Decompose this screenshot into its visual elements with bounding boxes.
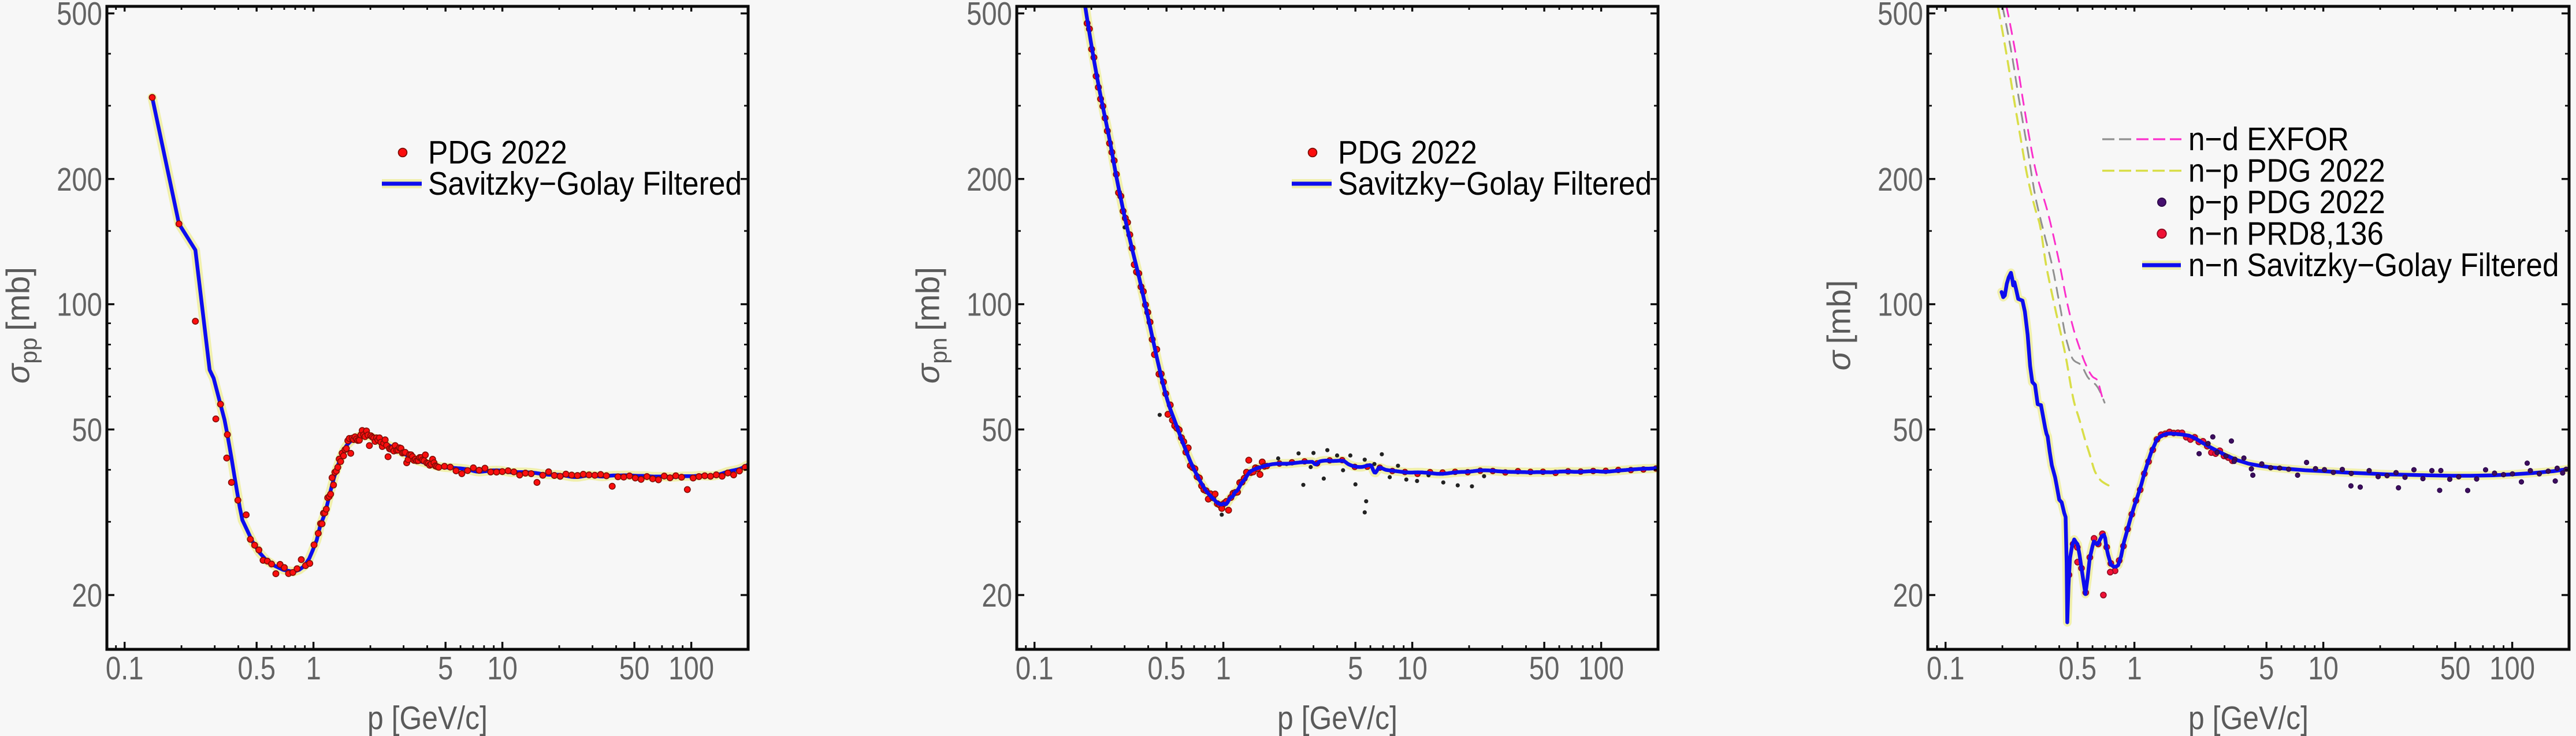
svg-text:PDG 2022: PDG 2022: [428, 134, 567, 171]
svg-text:σpn [mb]: σpn [mb]: [910, 267, 952, 384]
svg-text:100: 100: [1878, 287, 1923, 324]
svg-text:n−d EXFOR: n−d EXFOR: [2188, 121, 2349, 158]
svg-text:p [GeV/c]: p [GeV/c]: [2188, 700, 2309, 736]
svg-text:0.5: 0.5: [237, 650, 276, 687]
svg-text:200: 200: [1878, 162, 1923, 198]
svg-text:p−p PDG 2022: p−p PDG 2022: [2188, 184, 2385, 221]
svg-text:100: 100: [57, 287, 102, 324]
svg-text:200: 200: [57, 162, 102, 198]
svg-text:100: 100: [967, 287, 1012, 324]
svg-text:10: 10: [487, 650, 518, 687]
svg-text:50: 50: [619, 650, 650, 687]
svg-text:100: 100: [1578, 650, 1624, 687]
svg-text:100: 100: [668, 650, 714, 687]
svg-text:20: 20: [982, 578, 1012, 614]
svg-text:Savitzky−Golay Filtered: Savitzky−Golay Filtered: [428, 165, 742, 202]
svg-text:n−p PDG 2022: n−p PDG 2022: [2188, 153, 2385, 189]
svg-text:1: 1: [306, 650, 321, 687]
svg-text:10: 10: [1397, 650, 1428, 687]
svg-text:50: 50: [72, 412, 102, 448]
svg-text:0.5: 0.5: [1147, 650, 1185, 687]
svg-text:p [GeV/c]: p [GeV/c]: [367, 700, 488, 736]
svg-text:n−n Savitzky−Golay Filtered: n−n Savitzky−Golay Filtered: [2188, 247, 2559, 284]
svg-text:5: 5: [1348, 650, 1363, 687]
svg-text:100: 100: [2489, 650, 2535, 687]
svg-text:20: 20: [1893, 578, 1923, 614]
svg-text:5: 5: [438, 650, 453, 687]
svg-text:Savitzky−Golay Filtered: Savitzky−Golay Filtered: [1338, 165, 1652, 202]
svg-text:1: 1: [1215, 650, 1231, 687]
svg-text:10: 10: [2308, 650, 2339, 687]
svg-text:500: 500: [967, 0, 1012, 32]
svg-text:500: 500: [57, 0, 102, 32]
svg-text:σpp [mb]: σpp [mb]: [0, 267, 42, 384]
svg-text:0.1: 0.1: [1927, 650, 1965, 687]
svg-text:50: 50: [2440, 650, 2471, 687]
svg-text:0.1: 0.1: [106, 650, 144, 687]
svg-text:σ [mb]: σ [mb]: [1821, 280, 1858, 371]
svg-text:0.1: 0.1: [1016, 650, 1054, 687]
svg-text:n−n PRD8,136: n−n PRD8,136: [2188, 215, 2384, 252]
svg-text:200: 200: [967, 162, 1012, 198]
svg-text:50: 50: [1529, 650, 1560, 687]
svg-text:5: 5: [2259, 650, 2274, 687]
svg-text:0.5: 0.5: [2058, 650, 2097, 687]
svg-text:50: 50: [982, 412, 1012, 448]
svg-text:p [GeV/c]: p [GeV/c]: [1277, 700, 1397, 736]
svg-text:1: 1: [2127, 650, 2142, 687]
svg-text:20: 20: [72, 578, 102, 614]
svg-text:PDG 2022: PDG 2022: [1338, 134, 1477, 171]
svg-text:500: 500: [1878, 0, 1923, 32]
svg-text:50: 50: [1893, 412, 1923, 448]
